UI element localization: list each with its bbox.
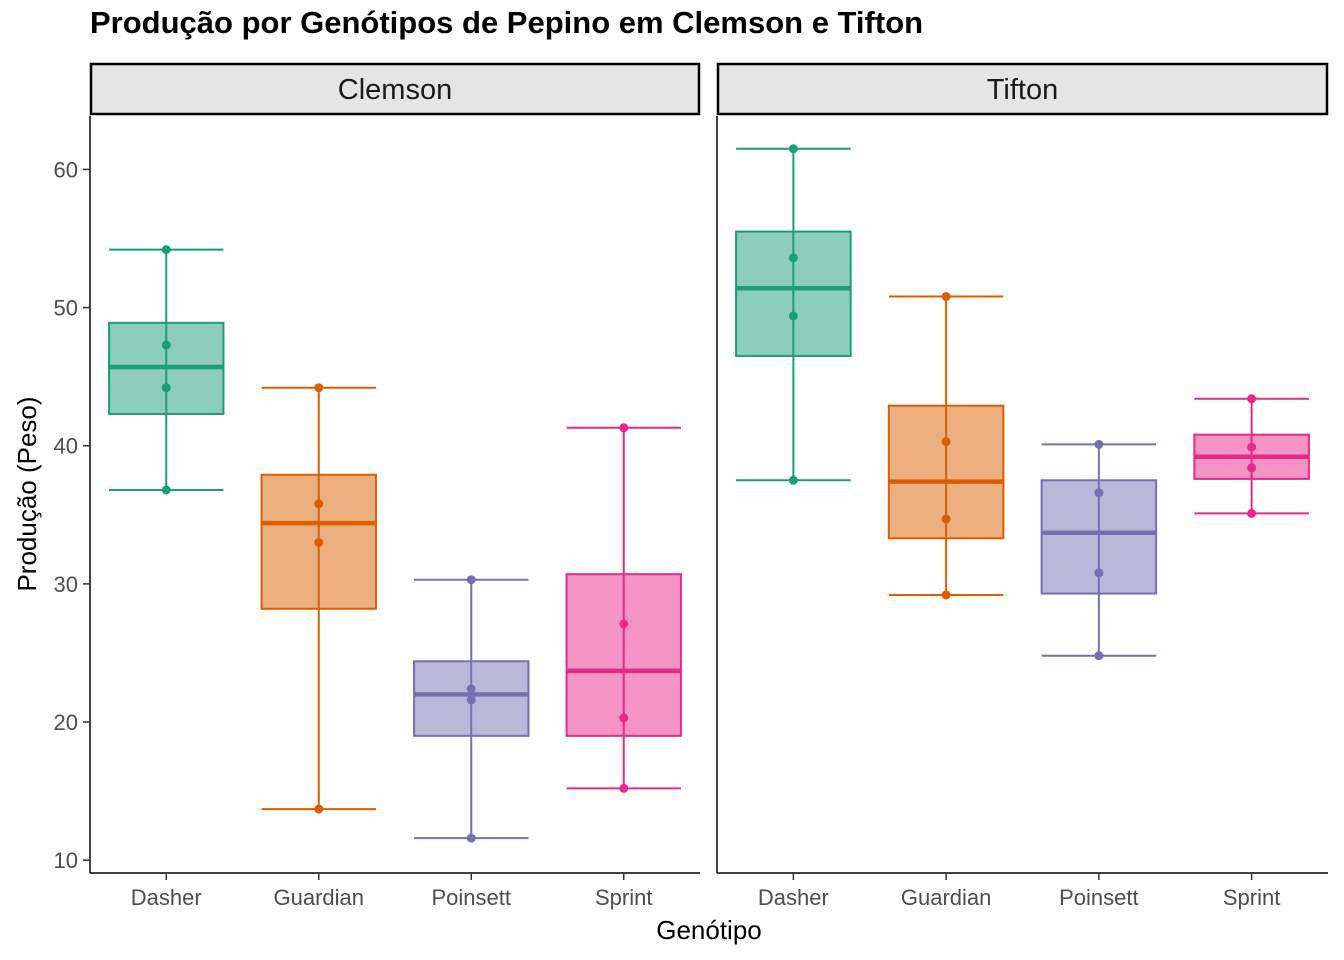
data-point-tifton-poinsett-2 [1094,488,1104,498]
data-point-tifton-guardian-0 [941,590,951,600]
x-tick-label-tifton-guardian: Guardian [901,885,992,910]
data-point-clemson-guardian-2 [314,499,324,509]
box-group-tifton-poinsett [1040,439,1158,661]
box-group-clemson-guardian [260,383,377,814]
x-tick-label-clemson-poinsett: Poinsett [432,885,512,910]
x-tick-label-tifton-sprint: Sprint [1223,885,1280,910]
box-group-clemson-dasher [108,245,225,495]
data-point-tifton-guardian-1 [941,514,951,524]
data-point-tifton-sprint-0 [1247,508,1257,518]
panel-clemson: Clemson Dasher Guardian Poinsett Sprint [89,62,701,910]
data-point-clemson-dasher-1 [161,383,171,393]
data-point-tifton-poinsett-0 [1094,651,1104,661]
chart-title: Produção por Genótipos de Pepino em Clem… [90,5,923,40]
data-point-clemson-sprint-3 [619,423,629,433]
data-point-clemson-dasher-0 [161,485,171,495]
y-tick-label-60: 60 [54,157,78,182]
data-point-tifton-dasher-0 [788,475,798,485]
panel-tifton: Tifton Dasher Guardian Poinsett Sprint [716,62,1329,910]
data-point-clemson-dasher-2 [161,340,171,350]
data-point-tifton-poinsett-3 [1094,439,1104,449]
data-point-clemson-sprint-0 [619,783,629,793]
data-point-clemson-guardian-3 [314,383,324,393]
data-point-tifton-sprint-2 [1247,442,1257,452]
strip-clemson [89,62,701,116]
x-tick-label-clemson-sprint: Sprint [595,885,652,910]
box-tifton-dasher [735,230,852,357]
data-point-clemson-poinsett-1 [466,695,476,705]
data-point-tifton-guardian-3 [941,292,951,302]
box-group-tifton-guardian [887,292,1005,600]
x-tick-label-tifton-dasher: Dasher [758,885,829,910]
box-group-tifton-dasher [735,144,852,485]
data-point-clemson-guardian-0 [314,804,324,814]
data-point-clemson-guardian-1 [314,537,324,547]
y-tick-label-50: 50 [54,296,78,321]
data-point-tifton-dasher-1 [788,311,798,321]
data-point-tifton-dasher-3 [788,144,798,154]
data-point-clemson-poinsett-3 [466,575,476,585]
data-point-clemson-poinsett-0 [466,833,476,843]
data-point-tifton-guardian-2 [941,437,951,447]
strip-tifton [716,62,1329,116]
y-tick-label-30: 30 [54,572,78,597]
strip-label-clemson: Clemson [338,74,452,106]
x-tick-label-tifton-poinsett: Poinsett [1059,885,1139,910]
box-group-clemson-poinsett [413,575,530,843]
y-tick-label-20: 20 [54,710,78,735]
y-axis: 10 20 30 40 50 60 [54,157,90,873]
y-tick-label-10: 10 [54,848,78,873]
strip-label-tifton: Tifton [987,74,1058,106]
data-point-tifton-sprint-1 [1247,463,1257,473]
box-group-clemson-sprint [565,423,682,793]
data-point-tifton-sprint-3 [1247,394,1257,404]
box-group-tifton-sprint [1193,394,1310,518]
x-tick-label-clemson-guardian: Guardian [273,885,364,910]
data-point-clemson-poinsett-2 [466,684,476,694]
y-tick-label-40: 40 [54,434,78,459]
data-point-clemson-dasher-3 [161,245,171,255]
x-tick-label-clemson-dasher: Dasher [131,885,202,910]
y-axis-title: Produção (Peso) [12,396,42,591]
x-axis-title: Genótipo [656,915,762,945]
data-point-clemson-sprint-2 [619,619,629,629]
data-point-clemson-sprint-1 [619,713,629,723]
box-clemson-sprint [565,573,682,737]
data-point-tifton-dasher-2 [788,253,798,263]
data-point-tifton-poinsett-1 [1094,568,1104,578]
